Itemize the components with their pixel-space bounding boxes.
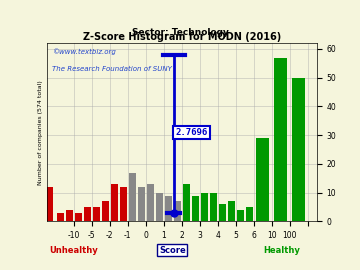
Title: Z-Score Histogram for MODN (2016): Z-Score Histogram for MODN (2016) [83,32,281,42]
Bar [210,193,217,221]
Bar [129,173,136,221]
Text: Sector: Technology: Sector: Technology [131,28,229,37]
Y-axis label: Number of companies (574 total): Number of companies (574 total) [38,80,42,185]
Bar [120,187,127,221]
Bar [237,210,244,221]
Bar [183,184,190,221]
Bar [84,207,91,221]
Bar [292,78,305,221]
Bar [201,193,208,221]
Bar [93,207,100,221]
Bar [75,213,82,221]
Bar [111,184,118,221]
Bar [147,184,154,221]
Bar [174,201,181,221]
Text: Unhealthy: Unhealthy [49,246,98,255]
Bar [246,207,253,221]
Text: ©www.textbiz.org: ©www.textbiz.org [52,49,116,55]
Bar [22,164,35,221]
Bar [228,201,235,221]
Bar [40,187,53,221]
Bar [192,195,199,221]
Text: Healthy: Healthy [263,246,300,255]
Bar [102,201,109,221]
Bar [66,210,73,221]
Text: 2.7696: 2.7696 [176,128,208,137]
Bar [274,58,287,221]
Bar [165,195,172,221]
Bar [256,138,269,221]
Bar [57,213,64,221]
Bar [156,193,163,221]
Text: The Research Foundation of SUNY: The Research Foundation of SUNY [52,66,172,72]
Text: Score: Score [159,246,186,255]
Bar [138,187,145,221]
Bar [219,204,226,221]
